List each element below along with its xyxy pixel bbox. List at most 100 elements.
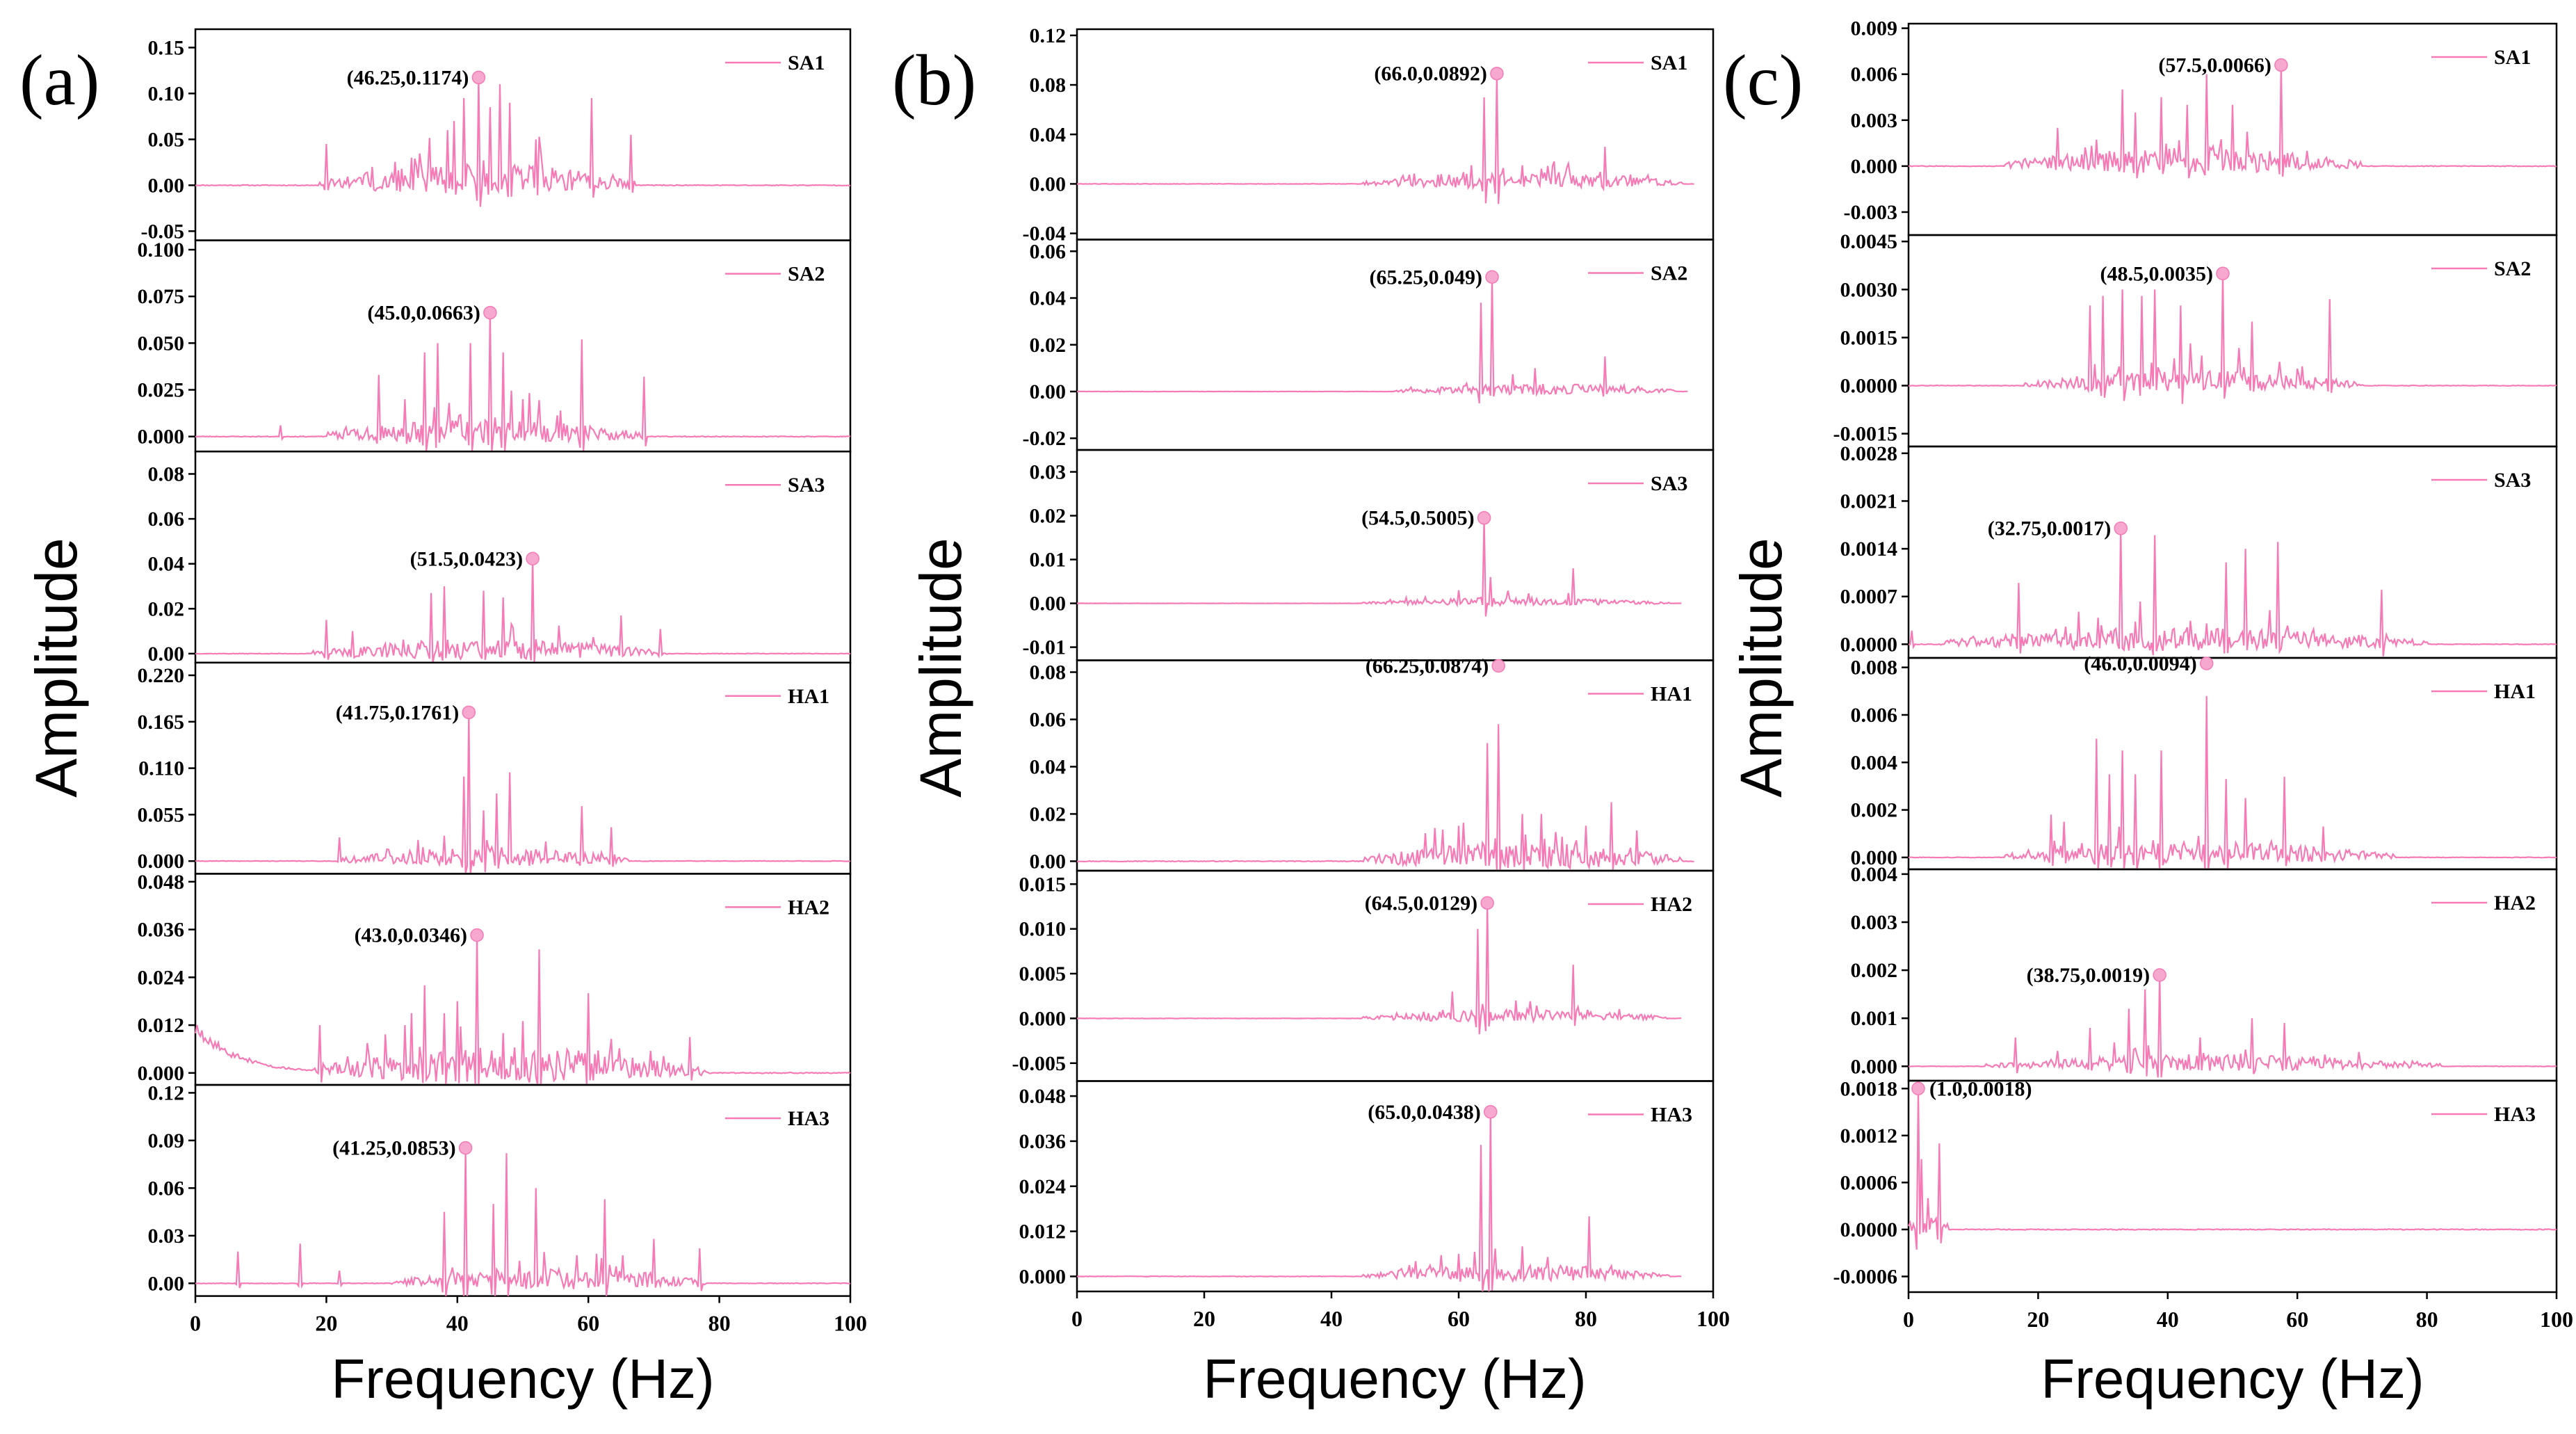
peak-annotation: (51.5,0.0423) [410,547,523,570]
subplot-sa3: 0.00 0.02 0.04 0.06 0.08 (51.5,0.0423) SA3 [148,450,852,666]
series-line [1076,724,1694,871]
x-tick-label: 40 [446,1311,469,1336]
y-tick-label: 0.012 [1019,1220,1067,1243]
peak-annotation: (45.0,0.0663) [367,302,480,325]
plot-frame [1076,659,1715,872]
subplot-ha2: -0.005 0.000 0.005 0.010 0.015 (64.5,0.0129) H… [1012,869,1715,1082]
series-line [195,1147,851,1296]
y-tick-label: 0.0006 [1840,1171,1898,1194]
y-tick-label: 0.00 [148,174,185,197]
peak-marker [2114,521,2128,535]
series-line [1908,65,2557,179]
peak-annotation: (57.5,0.0066) [2158,54,2271,76]
subplot-sa1: -0.05 0.00 0.05 0.10 0.15 (46.25,0.1174) SA1 [141,28,852,243]
y-tick-label: 0.015 [1019,873,1067,896]
y-tick-label: 0.02 [148,597,185,620]
peak-annotation: (66.0,0.0892) [1374,63,1487,86]
y-tick-label: 0.002 [1851,959,1898,982]
legend-label: SA2 [1651,262,1687,285]
plot-frame [194,1083,852,1297]
peak-marker [2153,968,2166,982]
y-tick-label: 0.10 [148,82,185,105]
peak-marker [2199,656,2214,670]
peak-marker [1480,896,1494,910]
x-tick-label: 100 [2540,1307,2573,1332]
x-tick-label: 0 [1903,1307,1914,1332]
y-tick-label: 0.0028 [1840,442,1898,465]
plot-frame [1907,234,2558,448]
peak-marker [526,551,540,566]
y-tick-label: 0.08 [1030,74,1067,97]
peak-marker [483,305,497,320]
y-tick-label: 0.03 [1030,461,1067,484]
peak-marker [1911,1081,1925,1096]
y-tick-label: 0.000 [1851,846,1898,869]
y-tick-label: 0.110 [138,757,184,780]
y-tick-label: 0.0007 [1840,586,1898,609]
plot-frame [1907,1079,2558,1294]
subplot-ha1: 0.00 0.02 0.04 0.06 0.08 (66.25,0.0874) HA1 [1030,655,1715,873]
y-tick-label: 0.0014 [1840,538,1898,561]
subplot-ha3: -0.0006 0.0000 0.0006 0.0012 0.0018 (1.0,0.00… [1833,1077,2558,1294]
peak-marker [462,705,476,720]
subplot-sa1: -0.003 0.000 0.003 0.006 0.009 (57.5,0.0066) S… [1844,17,2558,236]
subplot-ha3: 0.000 0.012 0.024 0.036 0.048 (65.0,0.0438) HA… [1019,1080,1715,1293]
plot-frame [1076,449,1715,661]
y-tick-label: 0.024 [138,966,185,989]
plot-frame [194,239,852,453]
x-tick-label: 60 [2286,1307,2308,1332]
y-tick-label: 0.048 [138,871,185,894]
x-axis-title: Frequency (Hz) [331,1348,714,1410]
legend-label: HA3 [2494,1103,2536,1126]
legend-label: SA3 [788,474,825,497]
y-tick-label: 0.02 [1030,505,1067,528]
peak-annotation: (1.0,0.0018) [1929,1077,2032,1100]
y-tick-label: 0.025 [138,379,185,402]
subplot-ha3: 0.00 0.03 0.06 0.09 0.12 (41.25,0.0853) HA3 [148,1081,852,1297]
panel-letter: (c) [1723,40,1803,120]
series-line [195,558,851,663]
y-tick-label: 0.075 [138,285,185,308]
y-tick-label: 0.000 [1851,155,1898,178]
y-tick-label: 0.04 [148,553,185,576]
legend-label: HA1 [2494,680,2536,703]
series-line [1077,517,1682,617]
peak-annotation: (64.5,0.0129) [1365,892,1477,915]
x-tick-label: 0 [1071,1306,1083,1331]
y-tick-label: 0.005 [1019,962,1067,985]
peak-annotation: (41.75,0.1761) [336,701,459,724]
legend-label: SA1 [788,51,825,74]
y-tick-label: 0.010 [1019,918,1067,941]
y-tick-label: 0.000 [138,850,185,873]
series-line [1908,528,2557,656]
legend-label: SA3 [2494,469,2531,492]
peak-annotation: (65.25,0.049) [1370,266,1482,289]
legend-label: SA2 [788,263,825,286]
legend-label: HA3 [788,1107,829,1130]
subplot-sa3: 0.0000 0.0007 0.0014 0.0021 0.0028 (32.75,0.0… [1840,442,2558,659]
peak-marker [470,928,484,942]
peak-annotation: (48.5,0.0035) [2100,262,2213,285]
y-tick-label: 0.000 [1019,1265,1067,1288]
x-tick-label: 40 [2157,1307,2179,1332]
subplot-ha1: 0.000 0.002 0.004 0.006 0.008 (46.0,0.0094) HA… [1851,652,2558,871]
peak-annotation: (46.0,0.0094) [2084,652,2196,675]
y-tick-label: 0.050 [138,332,185,355]
y-tick-label: 0.03 [148,1225,185,1248]
peak-annotation: (38.75,0.0019) [2027,964,2150,987]
peak-marker [1477,510,1491,525]
legend-label: HA1 [1651,683,1692,706]
y-tick-label: 0.006 [1851,63,1898,86]
y-tick-label: 0.0000 [1840,374,1898,397]
x-tick-label: 60 [1448,1306,1470,1331]
y-tick-label: 0.06 [1030,240,1067,263]
y-tick-label: 0.008 [1851,656,1898,679]
x-axis-title: Frequency (Hz) [2041,1348,2424,1410]
y-axis-title: Amplitude [24,538,89,798]
x-tick-label: 60 [577,1311,599,1336]
y-tick-label: 0.04 [1030,287,1067,310]
y-tick-label: 0.000 [1851,1055,1898,1078]
legend-label: SA1 [2494,46,2531,69]
y-tick-label: 0.06 [148,1177,185,1200]
